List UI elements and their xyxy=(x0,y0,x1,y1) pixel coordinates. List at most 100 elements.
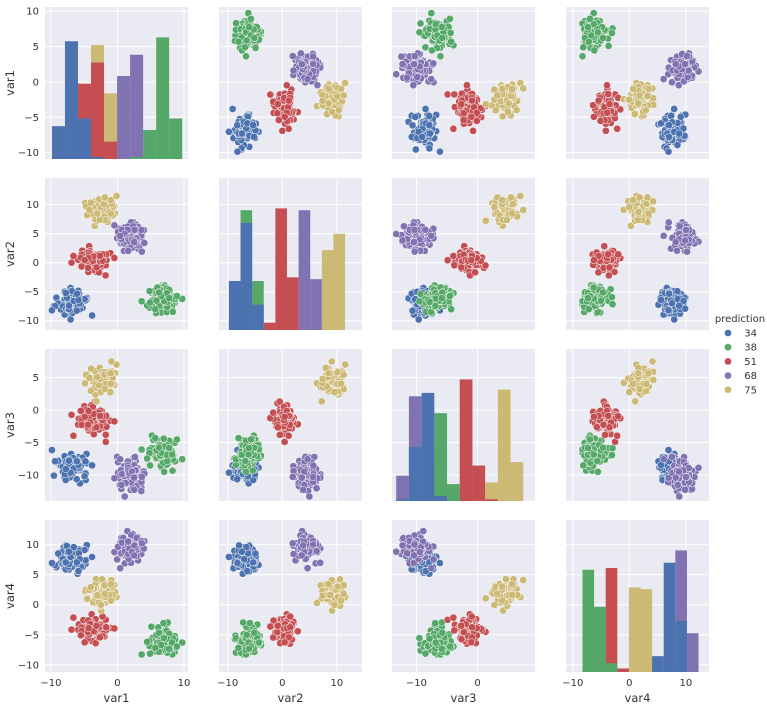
point-75 xyxy=(338,85,345,92)
point-51 xyxy=(78,263,85,270)
point-68 xyxy=(306,493,313,500)
point-68 xyxy=(310,60,317,67)
point-51 xyxy=(68,626,75,633)
point-75 xyxy=(636,92,643,99)
point-38 xyxy=(152,435,159,442)
point-34 xyxy=(225,469,232,476)
hist-bar-68 xyxy=(130,55,143,159)
hist-bar-38 xyxy=(130,157,143,159)
point-51 xyxy=(274,110,281,117)
point-68 xyxy=(676,223,683,230)
point-38 xyxy=(245,445,252,452)
point-68 xyxy=(298,474,305,481)
point-51 xyxy=(85,625,92,632)
point-51 xyxy=(451,262,458,269)
point-38 xyxy=(446,15,453,22)
hist-bar-51 xyxy=(485,499,498,501)
point-75 xyxy=(642,107,649,114)
point-38 xyxy=(599,444,606,451)
point-51 xyxy=(270,409,277,416)
point-34 xyxy=(62,289,69,296)
point-75 xyxy=(630,197,637,204)
hist-bar-34 xyxy=(241,223,253,330)
point-68 xyxy=(695,464,702,471)
point-34 xyxy=(657,120,664,127)
point-68 xyxy=(683,248,690,255)
point-75 xyxy=(635,370,642,377)
point-38 xyxy=(580,44,587,51)
point-38 xyxy=(605,42,612,49)
point-38 xyxy=(155,289,162,296)
point-34 xyxy=(665,148,672,155)
point-75 xyxy=(636,194,643,201)
point-75 xyxy=(94,373,101,380)
point-38 xyxy=(448,38,455,45)
point-51 xyxy=(81,639,88,646)
point-38 xyxy=(245,23,252,30)
point-75 xyxy=(341,361,348,368)
hist-bar-68 xyxy=(299,210,311,330)
point-51 xyxy=(96,412,103,419)
point-75 xyxy=(509,85,516,92)
panel-var2-vs-var1 xyxy=(45,178,188,330)
point-51 xyxy=(281,438,288,445)
point-51 xyxy=(276,431,283,438)
point-68 xyxy=(118,481,125,488)
point-38 xyxy=(438,295,445,302)
point-38 xyxy=(438,23,445,30)
point-38 xyxy=(179,456,186,463)
point-75 xyxy=(331,389,338,396)
point-34 xyxy=(50,472,57,479)
panel-var1-vs-var3 xyxy=(392,7,535,159)
point-34 xyxy=(88,312,95,319)
point-34 xyxy=(234,148,241,155)
panel-var1-vs-var2 xyxy=(219,7,362,159)
point-38 xyxy=(144,455,151,462)
point-68 xyxy=(125,247,132,254)
point-34 xyxy=(225,128,232,135)
point-68 xyxy=(304,75,311,82)
point-68 xyxy=(298,61,305,68)
point-68 xyxy=(297,50,304,57)
point-75 xyxy=(510,201,517,208)
hist-bar-51 xyxy=(275,208,287,330)
point-38 xyxy=(148,623,155,630)
panel-var3-vs-var2 xyxy=(219,349,362,501)
point-34 xyxy=(409,122,416,129)
point-51 xyxy=(93,424,100,431)
point-68 xyxy=(310,474,317,481)
point-38 xyxy=(161,634,168,641)
point-38 xyxy=(247,15,254,22)
point-38 xyxy=(241,44,248,51)
hist-bar-51 xyxy=(460,379,473,501)
point-68 xyxy=(310,462,317,469)
point-75 xyxy=(340,92,347,99)
point-51 xyxy=(68,259,75,266)
point-51 xyxy=(605,251,612,258)
point-75 xyxy=(626,389,633,396)
hist-bar-34 xyxy=(396,499,409,501)
point-75 xyxy=(338,380,345,387)
point-51 xyxy=(102,431,109,438)
point-38 xyxy=(594,468,601,475)
point-34 xyxy=(62,465,69,472)
point-75 xyxy=(328,358,335,365)
point-68 xyxy=(660,232,667,239)
point-38 xyxy=(173,436,180,443)
point-38 xyxy=(146,288,153,295)
hist-bar-75 xyxy=(322,250,334,330)
point-68 xyxy=(681,61,688,68)
point-75 xyxy=(635,208,642,215)
hist-bar-68 xyxy=(117,76,130,159)
point-34 xyxy=(668,300,675,307)
point-34 xyxy=(409,307,416,314)
point-68 xyxy=(117,456,124,463)
point-38 xyxy=(251,34,258,41)
point-38 xyxy=(584,295,591,302)
point-34 xyxy=(665,446,672,453)
point-38 xyxy=(242,457,249,464)
point-38 xyxy=(169,467,176,474)
hist-bar-38 xyxy=(143,130,156,159)
point-51 xyxy=(285,97,292,104)
